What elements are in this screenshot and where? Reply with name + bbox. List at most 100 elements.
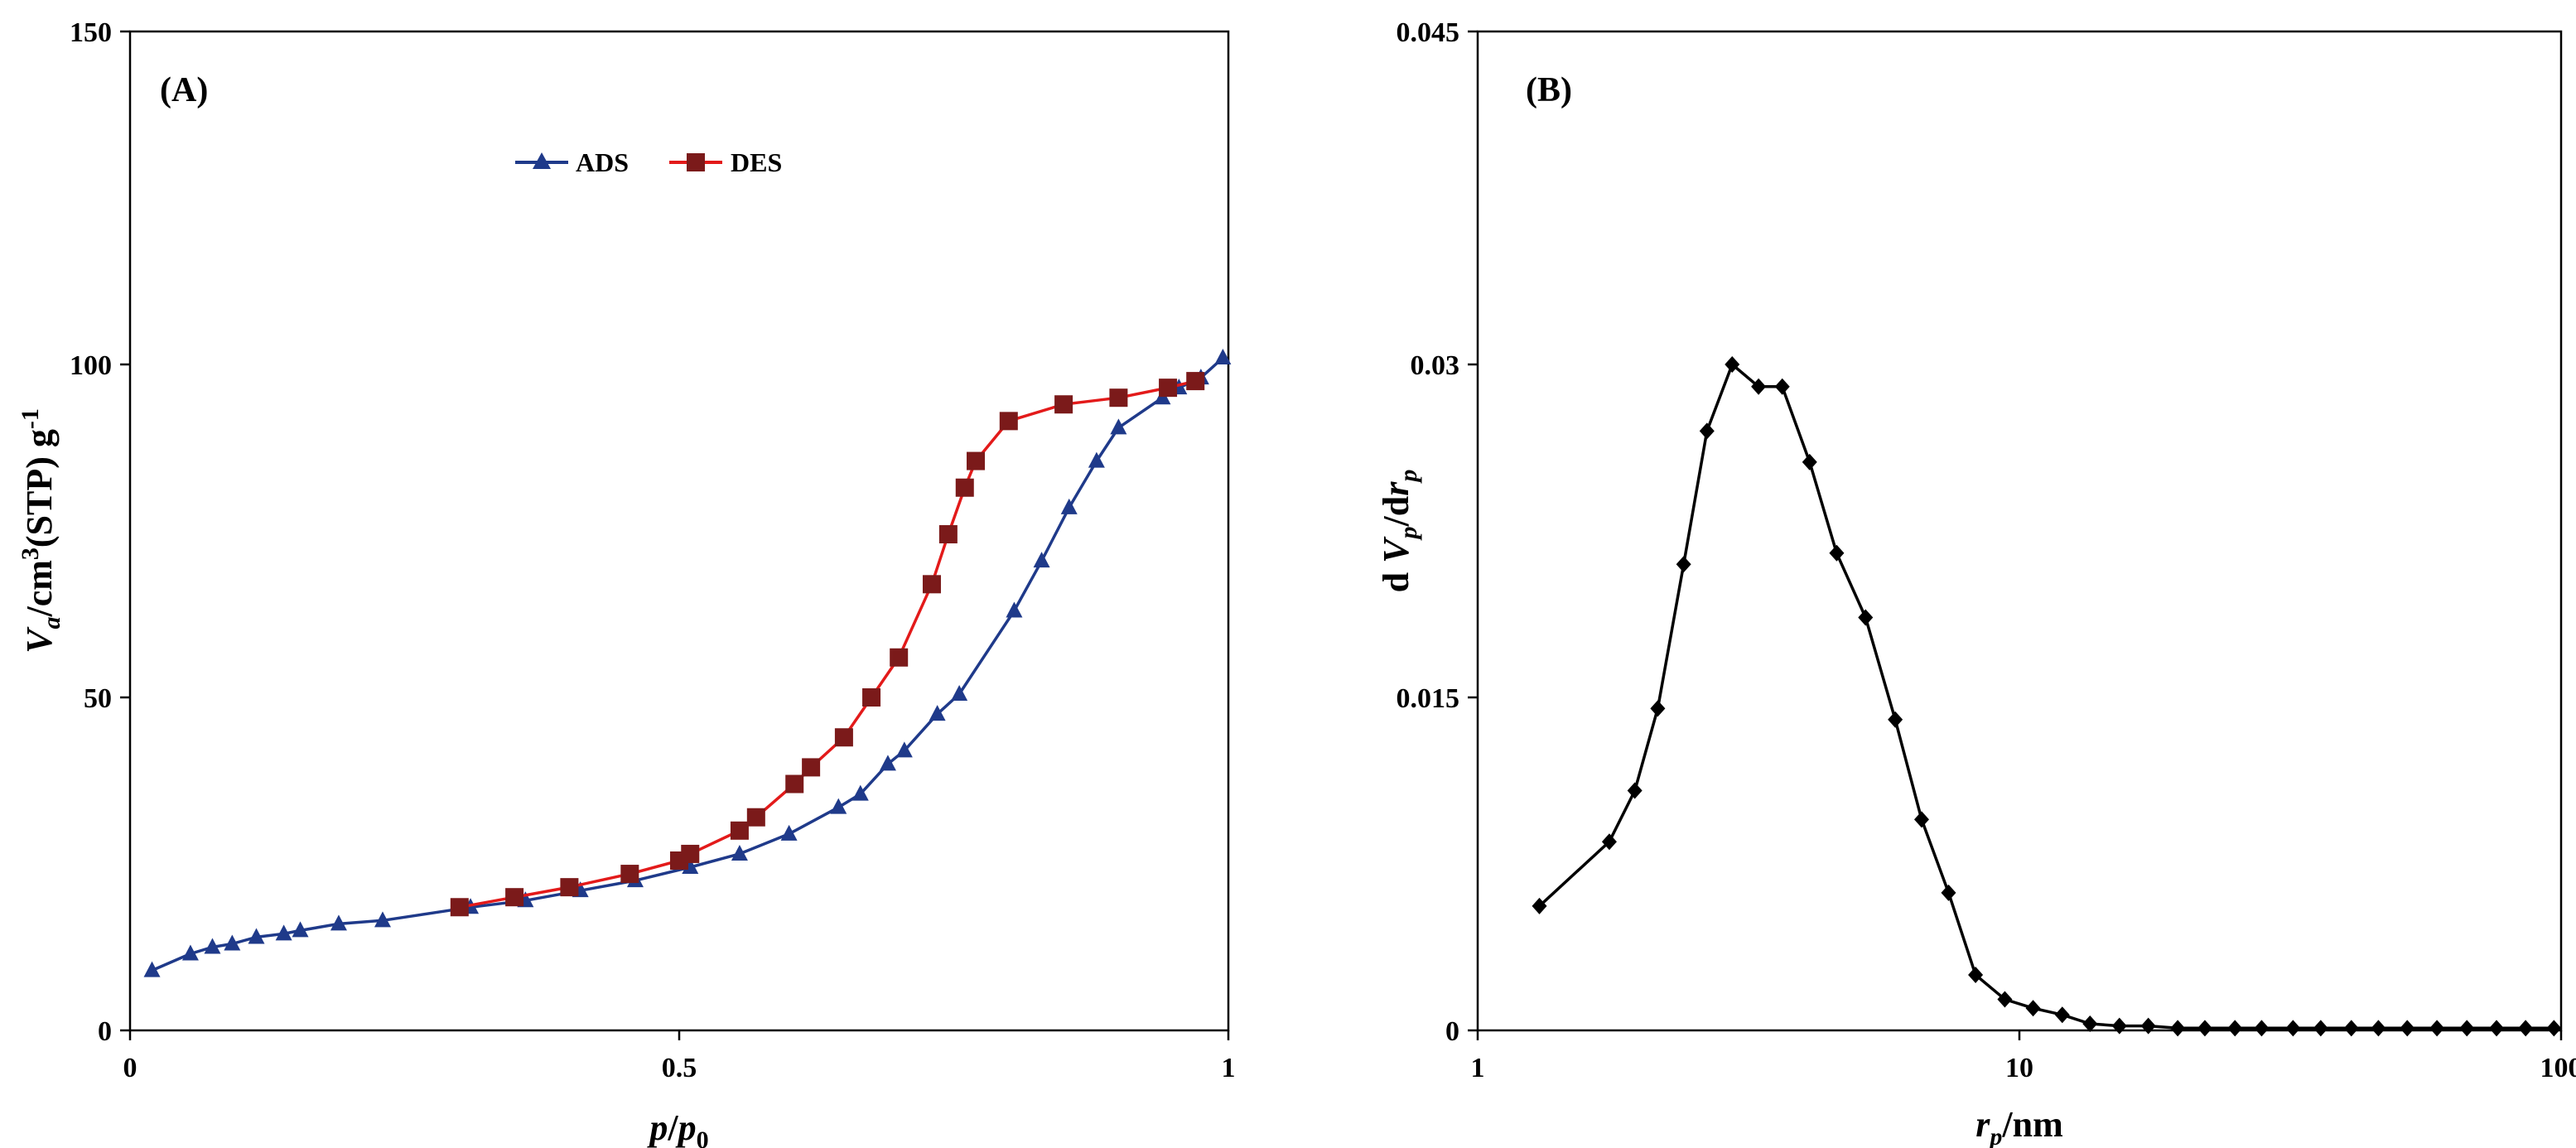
panel-a-y-axis-label: Va/cm3(STP) g-1	[17, 408, 65, 654]
panel-b-series	[1532, 356, 2562, 1037]
panel-b-pore-size-distribution-point	[2140, 1017, 2156, 1035]
panel-a-ads-point	[1088, 451, 1105, 468]
x-label-sub: p	[1987, 1123, 2002, 1148]
panel-a-des-point	[890, 648, 909, 667]
panel-b-pore-size-distribution-point	[1913, 811, 1929, 828]
panel-a-plot-area	[128, 30, 1230, 1032]
panel-a-x-tick-label: 1	[1222, 1053, 1236, 1083]
panel-a-des-point	[1159, 379, 1178, 398]
panel-a-ads-point	[143, 961, 161, 977]
panel-a-y-tick-label: 100	[70, 350, 112, 381]
panel-a-des-point	[620, 865, 639, 884]
panel-b-pore-size-distribution-point	[1751, 378, 1767, 395]
legend-ads-label: ADS	[576, 147, 629, 177]
panel-b-pore-size-distribution-point	[2343, 1020, 2359, 1037]
panel-b-pore-size-distribution-point	[1997, 991, 2013, 1008]
panel-a-ads-point	[224, 934, 241, 951]
y-label-sup2: -1	[17, 408, 44, 429]
panel-b-series-pore-size-distribution-line	[1538, 363, 2554, 1030]
panel-a-x-axis-label: p/p0	[646, 1107, 708, 1148]
panel-b-pore-size-distribution-point	[2254, 1020, 2270, 1037]
legend-des-marker	[687, 153, 705, 171]
panel-a-ads-point	[895, 741, 913, 758]
panel-a-ads-point	[1214, 348, 1232, 364]
panel-a-legend: ADS DES	[515, 147, 782, 177]
x-label-r: r	[1975, 1104, 1990, 1145]
panel-a-des-point	[730, 821, 749, 840]
panel-b-pore-size-distribution-point	[2371, 1020, 2386, 1037]
panel-b-pore-size-distribution-point	[2518, 1020, 2534, 1037]
panel-a-series-ads-line	[151, 356, 1224, 972]
panel-a-des-point	[999, 412, 1018, 431]
panel-a-des-point	[862, 688, 881, 707]
y-label-sep: /d	[1376, 496, 1416, 528]
panel-b-pore-size-distribution-point	[2459, 1020, 2475, 1037]
panel-a-des-point	[1186, 372, 1205, 391]
panel-a-ads-point	[951, 684, 968, 701]
panel-a-ads-point	[682, 858, 699, 875]
panel-a-des-point	[938, 525, 958, 544]
x-label-p0: p	[675, 1107, 697, 1148]
panel-a-series	[143, 348, 1232, 977]
legend-ads-marker	[533, 152, 551, 169]
panel-a-des-point	[1054, 395, 1073, 414]
panel-a-ads-point	[1110, 418, 1127, 435]
x-label-unit: /nm	[2001, 1104, 2062, 1145]
panel-b-pore-size-distribution-point	[1699, 422, 1715, 440]
panel-b-pore-size-distribution-point	[1858, 609, 1874, 626]
panel-b-pore-size-distribution-point	[1601, 833, 1617, 851]
panel-a-ads-point	[374, 911, 391, 928]
panel-a-ads-point	[330, 914, 347, 931]
panel-a-ads-point	[731, 844, 748, 861]
panel-a-des-point	[834, 728, 853, 747]
panel-a-ads-point	[1033, 552, 1050, 568]
panel-b-y-tick-label: 0.015	[1397, 683, 1460, 714]
panel-b-x-tick-label: 10	[2005, 1053, 2033, 1083]
panel-b-pore-size-distribution-point	[2054, 1006, 2070, 1024]
panel-b-y-axis-label: d Vp/drp	[1376, 470, 1422, 593]
panel-a-ads-point	[879, 755, 896, 771]
panel-a-des-point	[955, 478, 974, 497]
panel-b-y-tick-label: 0.03	[1411, 350, 1460, 381]
panel-a-ads-point	[204, 938, 221, 954]
panel-a-ads-point	[292, 921, 309, 938]
panel-a-ads-point	[780, 824, 798, 841]
panel-a-des-point	[560, 878, 579, 897]
panel-a-ads-point	[929, 705, 946, 721]
y-label-sub: a	[38, 617, 65, 629]
panel-a-ads-point	[275, 924, 292, 941]
panel-a-ads-point	[181, 944, 199, 961]
panel-b-pore-size-distribution-point	[1627, 782, 1643, 799]
panel-b-x-tick-label: 1	[1471, 1053, 1485, 1083]
panel-b-pore-size-distribution-point	[1725, 356, 1740, 373]
panel-b-ticks: 1 10 100 0 0.015 0.03 0.045	[1397, 17, 2576, 1083]
panel-b-pore-size-distribution-point	[1829, 544, 1845, 562]
panel-b-x-tick-label: 100	[2540, 1053, 2576, 1083]
panel-a-des-point	[802, 758, 821, 777]
panel-a-x-tick-label: 0.5	[662, 1053, 697, 1083]
panel-a-y-tick-label: 0	[98, 1016, 112, 1047]
y-label-r: r	[1376, 481, 1416, 496]
panel-b-pore-size-distribution-point	[1650, 700, 1666, 717]
panel-b-pore-size-distribution-point	[1774, 378, 1790, 395]
panel-b-pore-size-distribution-point	[2197, 1020, 2212, 1037]
panel-a-des-point	[1109, 388, 1128, 408]
panel-b-pore-size-distribution-point	[1888, 711, 1903, 728]
panel-b-pore-size-distribution-point	[1802, 453, 1817, 470]
panel-a-y-tick-label: 150	[70, 17, 112, 48]
panel-b-pore-size-distribution-point	[1968, 967, 1984, 983]
panel-a-des-point	[681, 844, 700, 863]
panel-a-des-point	[746, 808, 765, 827]
panel-a-des-point	[967, 451, 986, 470]
panel-b-y-tick-label: 0	[1445, 1016, 1459, 1047]
panel-a-label: (A)	[160, 71, 208, 109]
y-label-sub2: p	[1395, 470, 1422, 485]
panel-b-pore-size-distribution-point	[1941, 884, 1956, 901]
panel-b-pore-size-distribution-point	[1532, 897, 1547, 914]
panel-a-ads-point	[1006, 601, 1023, 618]
y-label-sub1: p	[1395, 526, 1422, 541]
y-label-sup1: 3	[17, 547, 44, 560]
panel-a-des-point	[505, 888, 524, 907]
